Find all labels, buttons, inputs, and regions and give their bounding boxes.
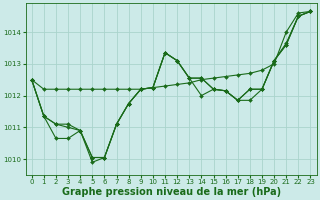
X-axis label: Graphe pression niveau de la mer (hPa): Graphe pression niveau de la mer (hPa) [61, 187, 281, 197]
